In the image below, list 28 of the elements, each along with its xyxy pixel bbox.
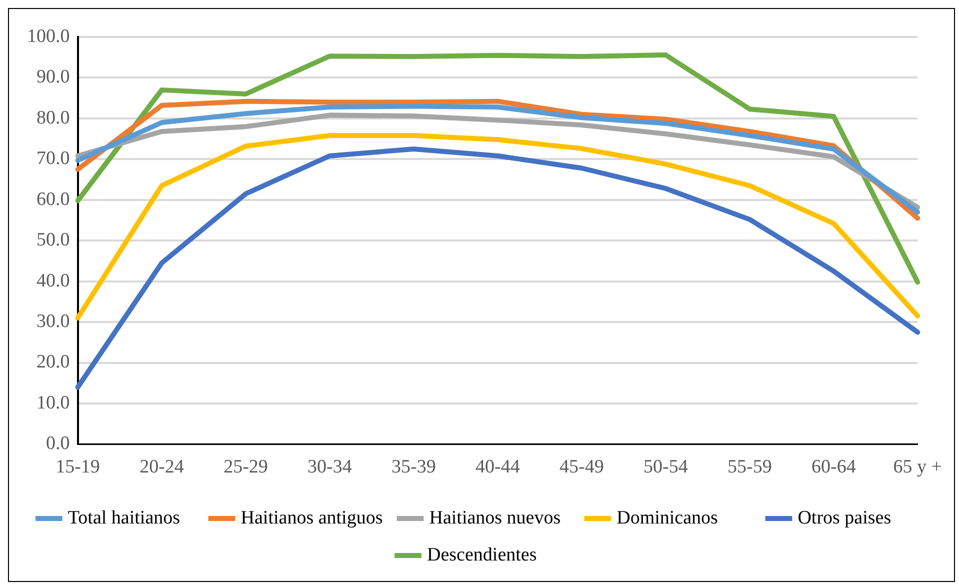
x-tick-label: 25-29 [224,456,268,478]
y-tick-label: 10.0 [36,392,70,414]
x-tick-label: 50-54 [644,456,688,478]
x-tick-label: 60-64 [811,456,856,478]
y-tick-label: 80.0 [36,107,70,128]
legend-label: Otros paises [798,507,920,528]
x-tick-label: 55-59 [728,456,772,478]
legend-label: Haitianos antiguos [240,507,383,528]
x-tick-label: 20-24 [140,456,184,478]
y-tick-label: 50.0 [36,230,70,251]
x-tick-label: 15-19 [56,456,100,478]
x-tick-label: 40-44 [476,456,520,478]
x-tick-label: 35-39 [392,456,436,478]
y-tick-label: 40.0 [36,270,70,292]
y-tick-label: 20.0 [36,352,70,373]
y-tick-label: 70.0 [36,148,70,170]
legend-label: Dominicanos [616,507,752,528]
legend-label: Descendientes [427,544,560,566]
y-tick-label: 0.0 [46,433,70,454]
y-tick-label: 60.0 [36,188,70,210]
y-tick-label: 100.0 [27,26,70,47]
x-tick-label: 65 y + [893,456,942,478]
legend-label: Total haitianos [68,507,194,528]
x-tick-label: 45-49 [560,456,604,478]
y-tick-label: 30.0 [36,311,70,332]
y-tick-label: 90.0 [36,66,70,88]
x-tick-label: 30-34 [308,456,352,478]
legend-label: Haitianos nuevos [429,507,570,528]
